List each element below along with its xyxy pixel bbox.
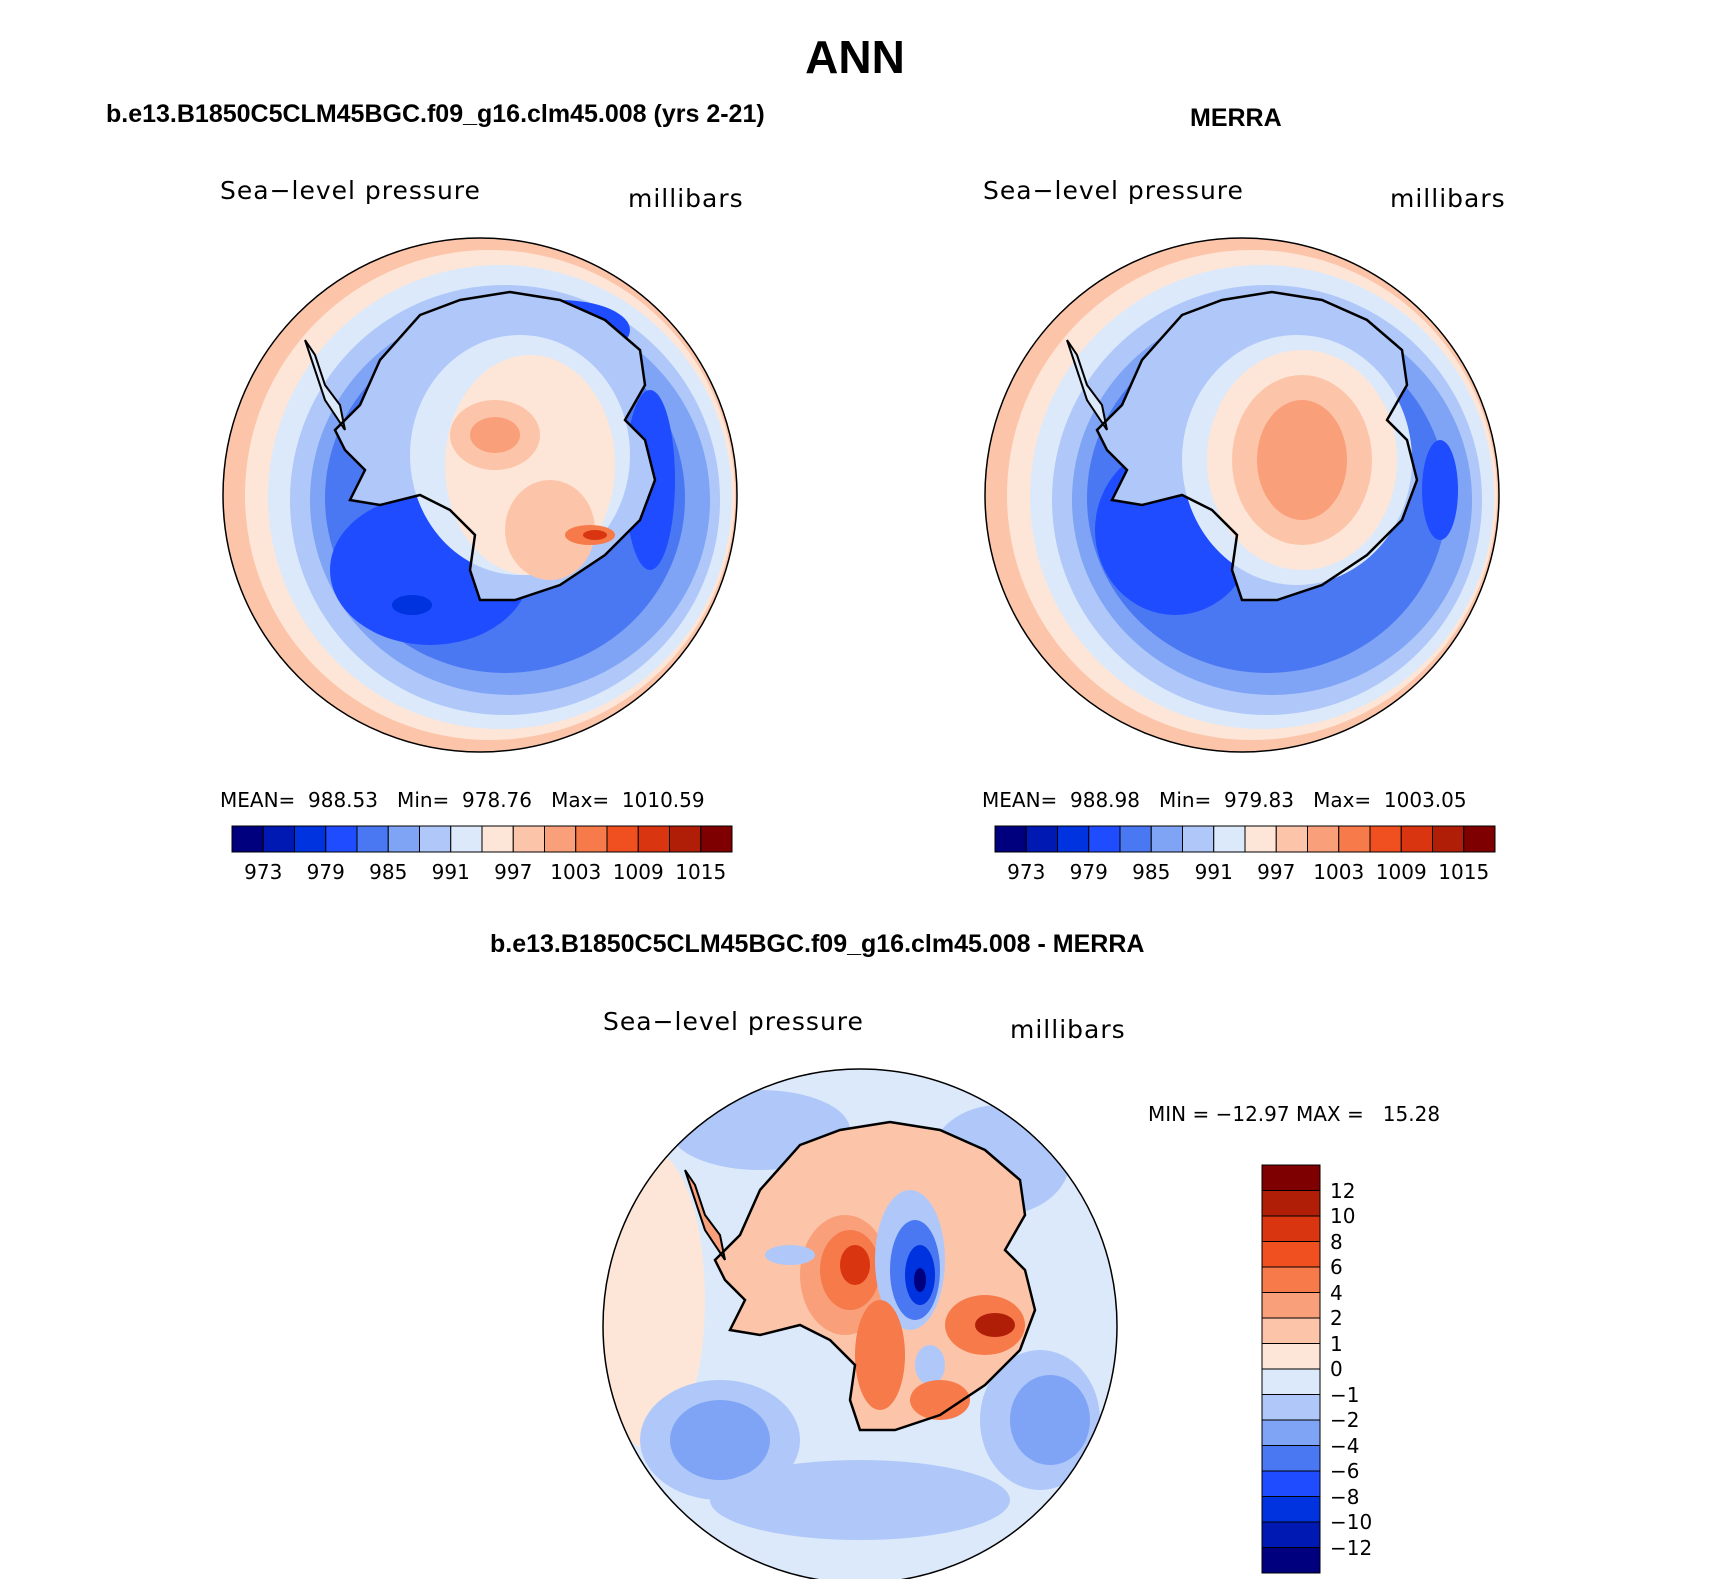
obs-colorbar-swatch [1213,825,1246,853]
obs-colorbar-swatch [1025,825,1058,853]
model-units-label: millibars [628,184,744,213]
obs-colorbar-swatch [1275,825,1308,853]
obs-colorbar-swatch [1463,825,1496,853]
model-field-label: Sea−level pressure [220,176,481,205]
model-panel-header: b.e13.B1850C5CLM45BGC.f09_g16.clm45.008 … [106,100,765,128]
diff-colorbar-tick-label: −10 [1330,1510,1373,1534]
model-colorbar-swatch [231,825,264,853]
model-colorbar-tick-label: 1015 [675,860,727,884]
model-colorbar-swatch [700,825,733,853]
obs-colorbar-swatch [1400,825,1433,853]
model-colorbar-swatch [575,825,608,853]
diff-field-label: Sea−level pressure [603,1007,864,1036]
model-colorbar-tick-label: 1009 [612,860,664,884]
obs-colorbar-tick-label: 991 [1194,860,1233,884]
diff-colorbar-swatch [1261,1266,1321,1293]
diff-colorbar-swatch [1261,1419,1321,1446]
obs-colorbar [994,825,1496,853]
obs-colorbar-tick-label: 1015 [1438,860,1490,884]
model-colorbar-tick-label: 991 [431,860,470,884]
obs-colorbar-tick-label: 1009 [1375,860,1427,884]
model-colorbar-swatch [325,825,358,853]
obs-colorbar-tick-label: 1003 [1313,860,1365,884]
obs-colorbar-tick-label: 985 [1132,860,1171,884]
diff-colorbar-swatch [1261,1521,1321,1548]
obs-units-label: millibars [1390,184,1506,213]
obs-colorbar-swatch [1182,825,1215,853]
diff-colorbar-swatch [1261,1368,1321,1395]
obs-colorbar-swatch [1307,825,1340,853]
diff-stats: MIN = −12.97 MAX = 15.28 [1148,1102,1441,1126]
model-colorbar [231,825,733,853]
model-colorbar-swatch [481,825,514,853]
obs-colorbar-swatch [1057,825,1090,853]
model-colorbar-tick-label: 985 [369,860,408,884]
diff-colorbar [1261,1164,1321,1574]
diff-colorbar-tick-label: 12 [1330,1178,1356,1203]
model-colorbar-tick-label: 979 [306,860,345,884]
diff-colorbar-tick-label: 2 [1330,1306,1343,1330]
diff-colorbar-tick-label: 10 [1330,1204,1356,1228]
diff-colorbar-tick-label: 0 [1330,1357,1343,1381]
model-colorbar-swatch [294,825,327,853]
model-colorbar-tick-label: 997 [494,860,533,884]
obs-colorbar-swatch [994,825,1027,853]
model-colorbar-swatch [419,825,452,853]
obs-colorbar-swatch [1338,825,1371,853]
model-colorbar-swatch [544,825,577,853]
diff-colorbar-swatch [1261,1445,1321,1472]
obs-colorbar-swatch [1119,825,1152,853]
diff-colorbar-swatch [1261,1292,1321,1319]
diff-colorbar-swatch [1261,1317,1321,1344]
obs-panel-header: MERRA [1190,104,1282,132]
figure-title: ANN [805,31,905,83]
model-colorbar-swatch [637,825,670,853]
obs-colorbar-tick-label: 997 [1257,860,1296,884]
diff-colorbar-tick-label: −8 [1330,1484,1360,1509]
diff-units-label: millibars [1010,1015,1126,1044]
obs-colorbar-swatch [1244,825,1277,853]
obs-colorbar-swatch [1088,825,1121,853]
diff-colorbar-swatch [1261,1190,1321,1217]
diff-colorbar-swatch [1261,1164,1321,1191]
diff-colorbar-swatch [1261,1547,1321,1574]
model-polar-map [223,238,737,752]
diff-colorbar-swatch [1261,1241,1321,1268]
model-stats: MEAN= 988.53 Min= 978.76 Max= 1010.59 [220,788,705,812]
obs-stats: MEAN= 988.98 Min= 979.83 Max= 1003.05 [982,788,1467,812]
model-colorbar-swatch [512,825,545,853]
obs-colorbar-swatch [1150,825,1183,853]
diff-colorbar-tick-label: 8 [1330,1229,1343,1254]
model-colorbar-swatch [450,825,483,853]
obs-colorbar-tick-label: 979 [1069,860,1108,884]
obs-colorbar-swatch [1432,825,1465,853]
diff-colorbar-tick-label: −1 [1330,1382,1360,1407]
diff-panel-header: b.e13.B1850C5CLM45BGC.f09_g16.clm45.008 … [490,930,1145,958]
model-colorbar-swatch [262,825,295,853]
diff-colorbar-swatch [1261,1215,1321,1242]
obs-colorbar-swatch [1369,825,1402,853]
diff-colorbar-tick-label: −2 [1330,1408,1360,1432]
diff-colorbar-swatch [1261,1470,1321,1497]
diff-colorbar-tick-label: 6 [1330,1255,1343,1279]
model-colorbar-tick-label: 973 [244,860,283,884]
diff-colorbar-swatch [1261,1496,1321,1523]
model-colorbar-swatch [387,825,420,853]
diff-colorbar-tick-label: −4 [1330,1433,1360,1458]
model-colorbar-swatch [669,825,702,853]
diff-colorbar-tick-label: 4 [1330,1280,1343,1305]
diff-colorbar-tick-label: 1 [1330,1331,1343,1356]
model-colorbar-swatch [356,825,389,853]
diff-polar-map [603,1069,1117,1579]
diff-colorbar-tick-label: −6 [1330,1459,1360,1483]
diff-colorbar-swatch [1261,1343,1321,1370]
model-colorbar-tick-label: 1003 [550,860,602,884]
obs-field-label: Sea−level pressure [983,176,1244,205]
diff-colorbar-swatch [1261,1394,1321,1421]
obs-colorbar-tick-label: 973 [1007,860,1046,884]
diff-colorbar-tick-label: −12 [1330,1535,1373,1560]
model-colorbar-swatch [606,825,639,853]
obs-polar-map [985,238,1499,752]
